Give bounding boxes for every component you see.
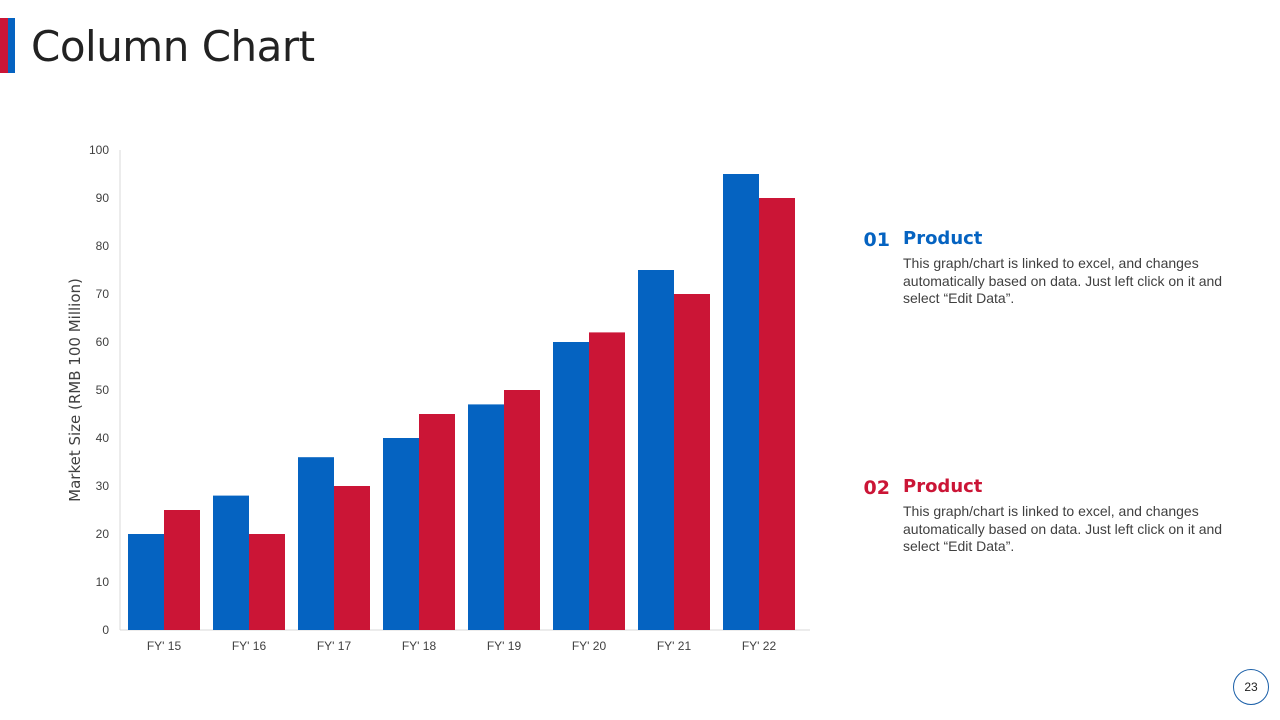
title-accent-bar — [0, 18, 15, 73]
x-tick-label: FY' 15 — [147, 639, 182, 653]
accent-blue-stripe — [8, 18, 15, 73]
legend-description-02: This graph/chart is linked to excel, and… — [903, 503, 1223, 554]
x-tick-label: FY' 17 — [317, 639, 352, 653]
bar-blue — [723, 174, 759, 630]
x-tick-label: FY' 19 — [487, 639, 522, 653]
x-tick-label: FY' 16 — [232, 639, 267, 653]
bar-blue — [468, 404, 504, 630]
y-axis-title: Market Size (RMB 100 Million) — [66, 278, 84, 502]
y-tick-label: 50 — [96, 383, 110, 397]
bar-red — [164, 510, 200, 630]
bar-red — [419, 414, 455, 630]
legend-description-01: This graph/chart is linked to excel, and… — [903, 255, 1223, 306]
y-tick-label: 0 — [102, 623, 109, 637]
bar-red — [504, 390, 540, 630]
x-tick-label: FY' 20 — [572, 639, 607, 653]
bar-blue — [213, 495, 249, 630]
x-tick-label: FY' 18 — [402, 639, 437, 653]
bar-red — [249, 534, 285, 630]
bar-red — [759, 198, 795, 630]
legend-number-02: 02 — [863, 477, 890, 499]
y-tick-label: 80 — [96, 239, 110, 253]
y-tick-label: 30 — [96, 479, 110, 493]
y-tick-label: 90 — [96, 191, 110, 205]
legend-title-01: Product — [903, 228, 983, 249]
y-tick-label: 60 — [96, 335, 110, 349]
x-tick-label: FY' 22 — [742, 639, 777, 653]
bar-blue — [383, 438, 419, 630]
bar-red — [589, 332, 625, 630]
x-tick-label: FY' 21 — [657, 639, 692, 653]
legend-number-01: 01 — [863, 229, 890, 251]
y-tick-label: 100 — [89, 143, 109, 157]
legend-title-02: Product — [903, 476, 983, 497]
y-tick-label: 40 — [96, 431, 110, 445]
bar-blue — [298, 457, 334, 630]
bar-blue — [638, 270, 674, 630]
page-number-badge: 23 — [1233, 669, 1269, 705]
y-tick-label: 10 — [96, 575, 110, 589]
bar-red — [674, 294, 710, 630]
bar-blue — [553, 342, 589, 630]
y-tick-label: 20 — [96, 527, 110, 541]
bar-red — [334, 486, 370, 630]
y-tick-label: 70 — [96, 287, 110, 301]
page-title: Column Chart — [31, 22, 315, 71]
page-number: 23 — [1244, 680, 1258, 694]
bar-blue — [128, 534, 164, 630]
accent-red-stripe — [0, 18, 8, 73]
